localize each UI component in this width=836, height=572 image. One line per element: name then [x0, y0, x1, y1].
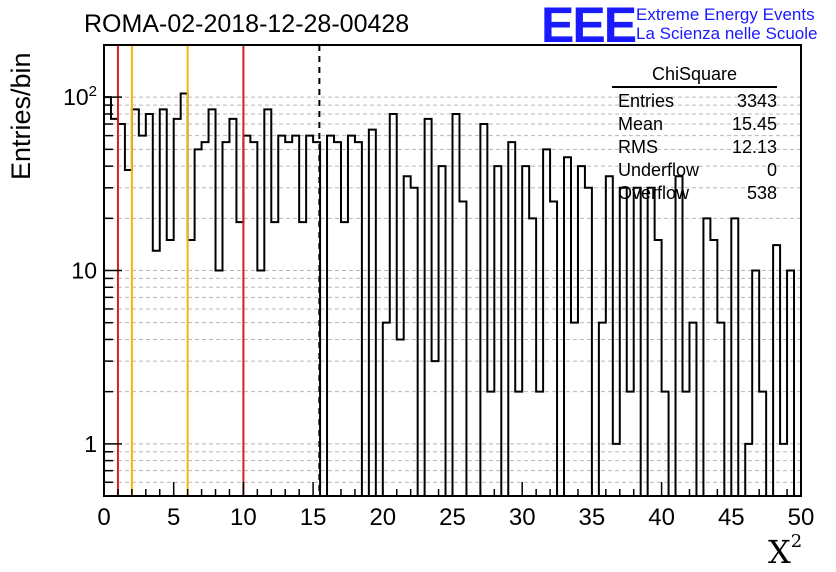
stats-value: 15.45: [731, 114, 777, 134]
stats-value: 538: [746, 183, 777, 203]
x-tick-label: 35: [579, 504, 606, 531]
stats-row-overflow: Overflow 538: [612, 182, 777, 205]
x-tick-label: 50: [788, 504, 815, 531]
x-tick-label: 30: [509, 504, 536, 531]
x-tick-label: 5: [167, 504, 180, 531]
stats-label: Mean: [618, 114, 664, 134]
x-tick-label: 20: [369, 504, 396, 531]
stats-row-entries: Entries 3343: [612, 90, 777, 113]
x-axis-ticks: 0 5 10 15 20 25 30 35 40 45 50: [97, 482, 814, 531]
y-axis-ticks: 1 10 102: [63, 44, 122, 497]
y-tick-label: 10: [71, 258, 97, 284]
x-tick-label: 15: [300, 504, 327, 531]
reference-lines: [116, 45, 321, 496]
stats-label: Overflow: [618, 183, 690, 203]
x-tick-label: 10: [230, 504, 257, 531]
y-tick-label: 1: [84, 431, 97, 457]
x-axis-label-base: X: [768, 533, 791, 571]
brand-line-2: La Scienza nelle Scuole: [636, 24, 818, 43]
stats-value: 0: [766, 160, 777, 180]
stats-value: 3343: [736, 91, 777, 111]
x-axis-label-exponent: 2: [790, 531, 803, 553]
stats-label: RMS: [618, 137, 658, 157]
stats-label: Underflow: [618, 160, 700, 180]
stats-row-rms: RMS 12.13: [612, 136, 777, 159]
y-tick-label: 102: [63, 83, 97, 110]
chart-title: ROMA-02-2018-12-28-00428: [84, 10, 410, 38]
x-tick-label: 25: [439, 504, 466, 531]
x-tick-label: 40: [648, 504, 675, 531]
brand-line-1: Extreme Energy Events: [636, 5, 815, 24]
brand-block: EEE Extreme Energy Events La Scienza nel…: [541, 0, 836, 53]
stats-label: Entries: [618, 91, 675, 111]
x-tick-label: 45: [718, 504, 745, 531]
y-axis-label: Entries/bin: [6, 52, 36, 180]
stats-row-mean: Mean 15.45: [612, 113, 777, 136]
brand-logo: EEE: [541, 0, 637, 53]
x-tick-label: 0: [97, 504, 110, 531]
stats-title: ChiSquare: [612, 64, 777, 88]
x-axis-label: X2: [768, 531, 803, 571]
stats-row-underflow: Underflow 0: [612, 159, 777, 182]
stats-value: 12.13: [731, 137, 777, 157]
stats-box: ChiSquare Entries 3343 Mean 15.45 RMS 12.13…: [612, 64, 777, 205]
